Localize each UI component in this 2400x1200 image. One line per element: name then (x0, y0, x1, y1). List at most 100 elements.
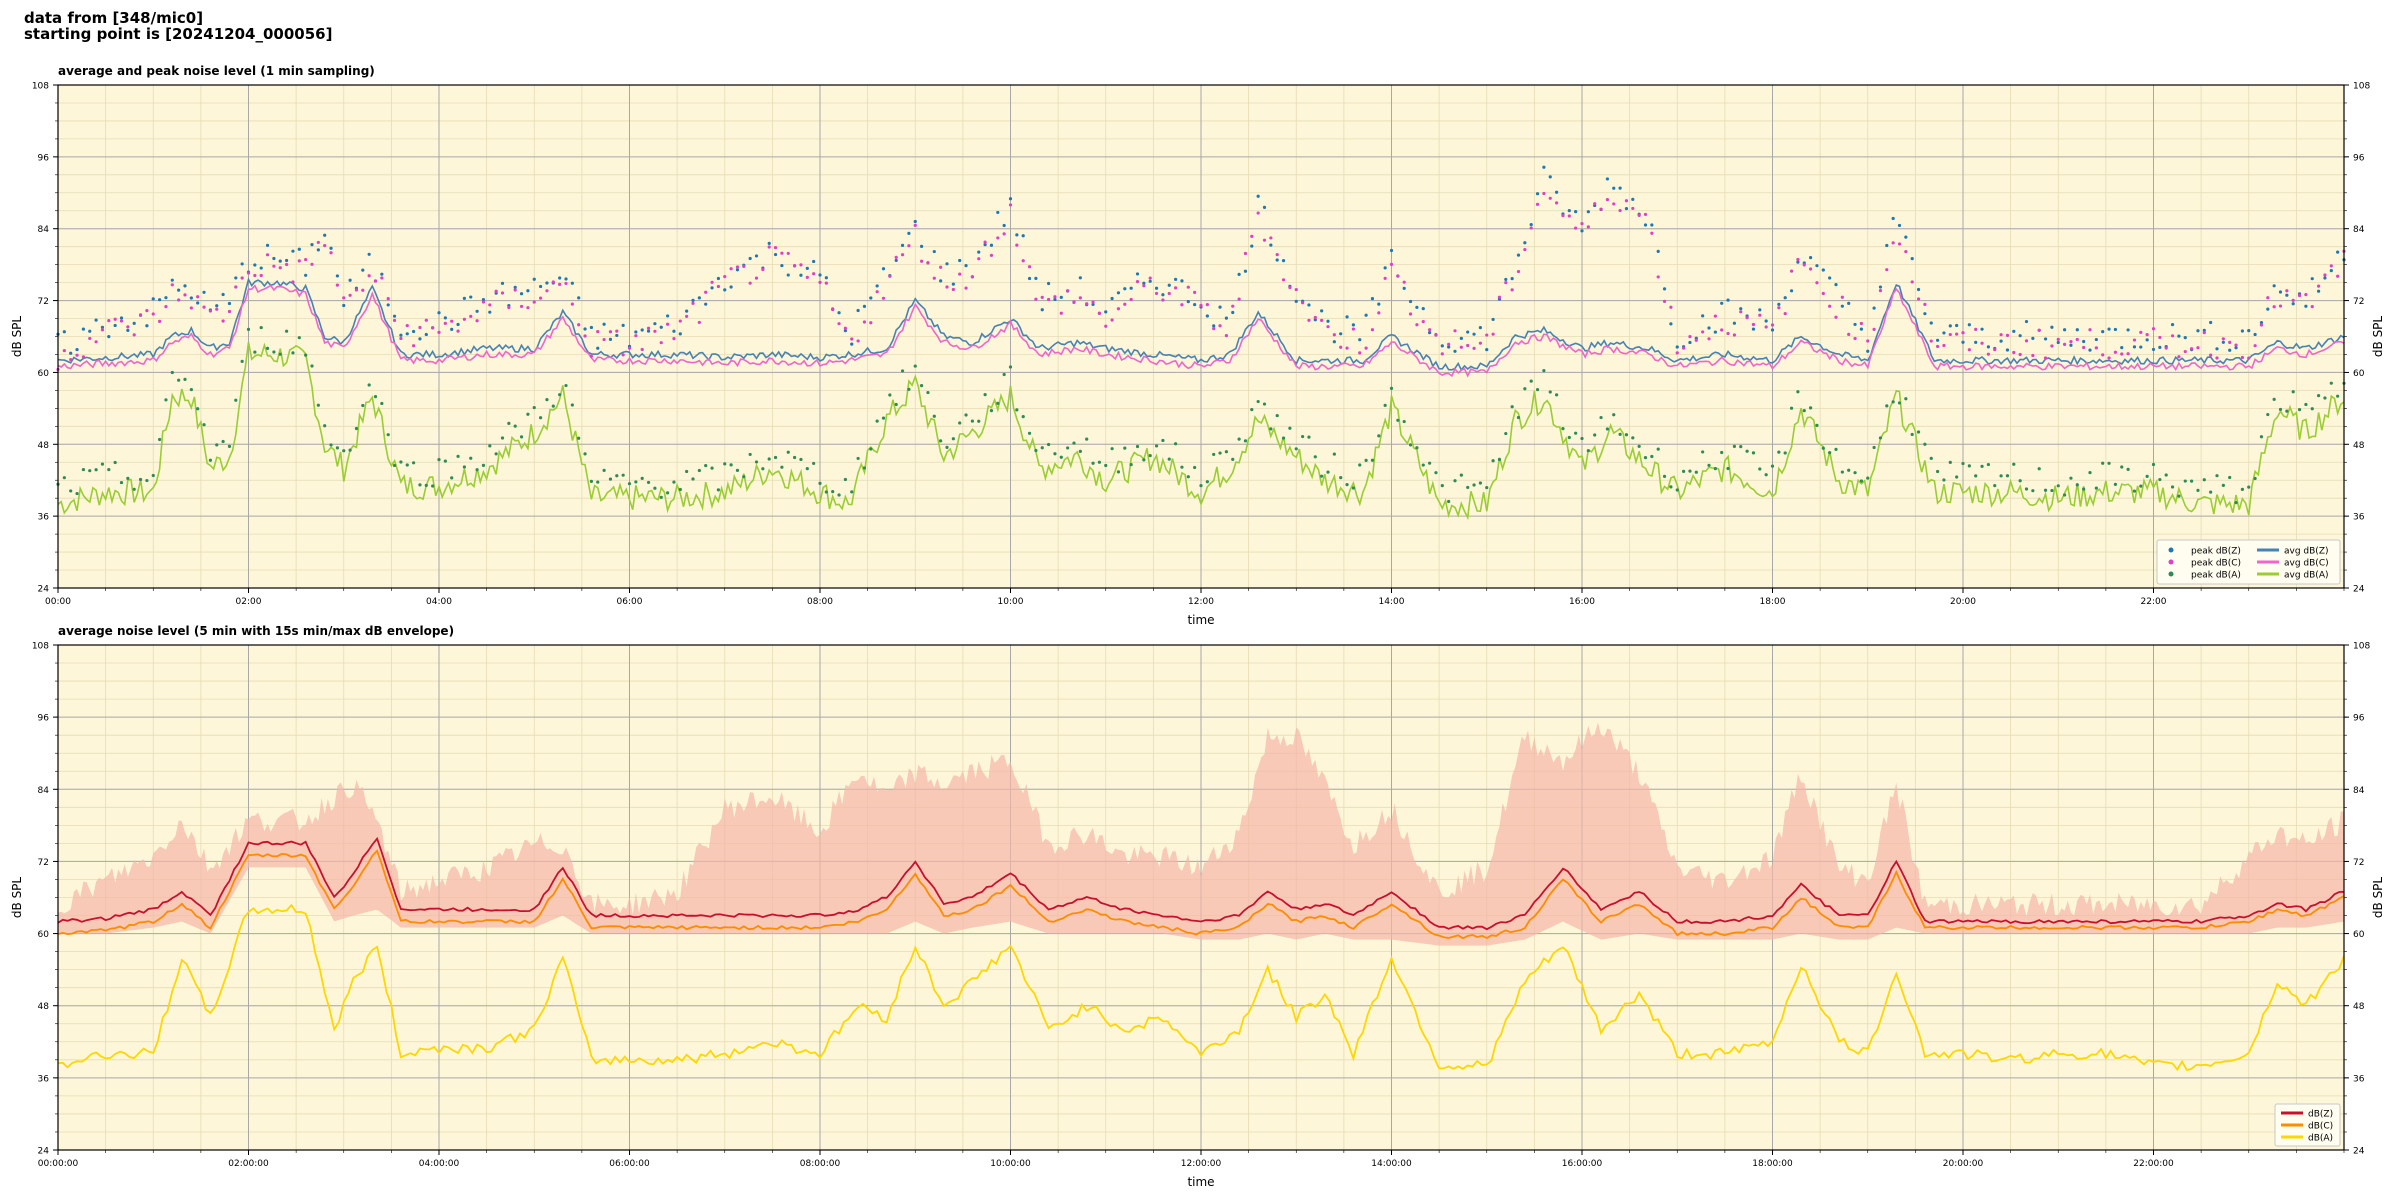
peak-dba-point (1313, 455, 1317, 459)
peak-dbc-point (1123, 302, 1127, 306)
peak-dbc-point (1669, 305, 1673, 309)
peak-dba-point (1574, 431, 1578, 435)
peak-dbc-point (1535, 202, 1540, 206)
peak-dbc-point (1066, 289, 1070, 293)
peak-dbz-point (1485, 348, 1489, 352)
peak-dbz-point (1707, 326, 1711, 330)
peak-dbz-point (177, 288, 181, 292)
peak-dbc-point (164, 305, 168, 309)
peak-dba-point (1256, 399, 1260, 404)
peak-dbc-point (488, 303, 492, 307)
peak-dba-point (1707, 463, 1711, 467)
peak-dbz-point (1656, 249, 1660, 253)
peak-dbz-point (81, 327, 85, 331)
peak-dba-point (2228, 475, 2232, 480)
peak-dbz-point (1809, 256, 1813, 260)
peak-dba-point (1878, 436, 1883, 440)
peak-dbz-point (316, 248, 320, 252)
peak-dba-point (2082, 487, 2086, 491)
peak-dba-point (88, 469, 92, 473)
peak-dba-point (1751, 451, 1756, 455)
peak-dbz-point (1186, 300, 1190, 304)
x-tick-label: 00:00 (45, 597, 71, 607)
peak-dbc-point (2107, 356, 2111, 360)
peak-dbc-point (1637, 213, 1641, 217)
peak-dba-point (488, 444, 492, 448)
peak-dbc-point (1745, 316, 1749, 320)
peak-dbc-point (1694, 338, 1698, 342)
peak-dbz-point (894, 258, 898, 263)
peak-dbz-point (1383, 266, 1387, 270)
peak-dba-point (1624, 433, 1629, 437)
peak-dbz-point (335, 274, 339, 278)
peak-dba-point (2139, 484, 2143, 488)
peak-dbc-point (323, 244, 327, 248)
peak-dba-point (1777, 450, 1781, 454)
peak-dba-point (2304, 402, 2308, 407)
peak-dbc-point (1085, 302, 1089, 306)
y-tick-label-right: 96 (2353, 153, 2365, 163)
peak-dbc-point (2259, 323, 2264, 327)
peak-dba-point (177, 378, 181, 382)
peak-dbc-point (1148, 276, 1152, 280)
peak-dbc-point (850, 337, 854, 341)
y-tick-label-right: 48 (2353, 1002, 2365, 1012)
peak-dba-point (1339, 476, 1343, 480)
peak-dbz-point (1091, 302, 1095, 307)
peak-dba-point (1110, 447, 1114, 451)
peak-dbz-point (1859, 327, 1863, 331)
peak-dbz-point (989, 243, 994, 247)
peak-dba-point (926, 390, 930, 395)
peak-dbz-point (386, 303, 390, 307)
peak-dbc-point (75, 353, 79, 357)
peak-dba-point (1942, 478, 1946, 482)
peak-dbz-point (1612, 186, 1616, 190)
peak-dba-point (1097, 460, 1101, 464)
peak-dbc-point (2069, 339, 2073, 344)
peak-dba-point (513, 424, 517, 428)
peak-dbc-point (558, 282, 562, 286)
peak-dbz-point (824, 276, 828, 280)
peak-dba-point (913, 364, 917, 368)
peak-dba-point (2317, 394, 2321, 398)
y-tick-label-right: 72 (2353, 297, 2364, 307)
peak-dbc-point (1955, 332, 1959, 336)
peak-dbz-point (716, 276, 721, 281)
peak-dba-point (767, 457, 771, 461)
avg-dba-line (57, 342, 2345, 521)
peak-dbc-point (2329, 264, 2333, 268)
peak-dbc-point (621, 353, 625, 357)
peak-dbz-point (1491, 317, 1495, 322)
peak-dba-point (678, 487, 682, 492)
peak-dbc-point (1332, 333, 1336, 337)
y-tick-label: 48 (38, 1002, 50, 1012)
peak-dbz-point (1256, 194, 1260, 198)
peak-dbc-point (1377, 311, 1381, 315)
peak-dbz-point (107, 335, 111, 339)
peak-dba-point (932, 414, 936, 418)
peak-dbc-point (1224, 333, 1228, 338)
peak-dbc-point (926, 261, 930, 265)
peak-dba-point (1472, 483, 1476, 487)
peak-dba-point (158, 437, 162, 442)
peak-dba-point (1434, 471, 1438, 475)
y-tick-label: 96 (38, 153, 50, 163)
y-tick-label: 60 (38, 930, 50, 940)
peak-dba-point (291, 351, 295, 355)
peak-dba-point (1732, 444, 1736, 448)
peak-dbz-point (1967, 323, 1971, 327)
peak-dbc-point (1542, 191, 1546, 196)
peak-dbz-point (526, 289, 530, 293)
peak-dbc-point (2101, 353, 2105, 357)
peak-dbz-point (158, 298, 162, 302)
peak-dbz-point (2113, 327, 2117, 332)
peak-dbc-point (2202, 331, 2206, 335)
header-source-line: data from [348/mic0] (24, 9, 204, 27)
y-axis-label: dB SPL (10, 316, 24, 358)
peak-dbz-point (1548, 175, 1552, 179)
peak-dbc-point (1980, 341, 1984, 345)
peak-dbz-point (2107, 327, 2111, 331)
peak-dbz-point (475, 309, 479, 313)
peak-dba-point (894, 402, 898, 407)
peak-dba-point (1510, 405, 1514, 409)
